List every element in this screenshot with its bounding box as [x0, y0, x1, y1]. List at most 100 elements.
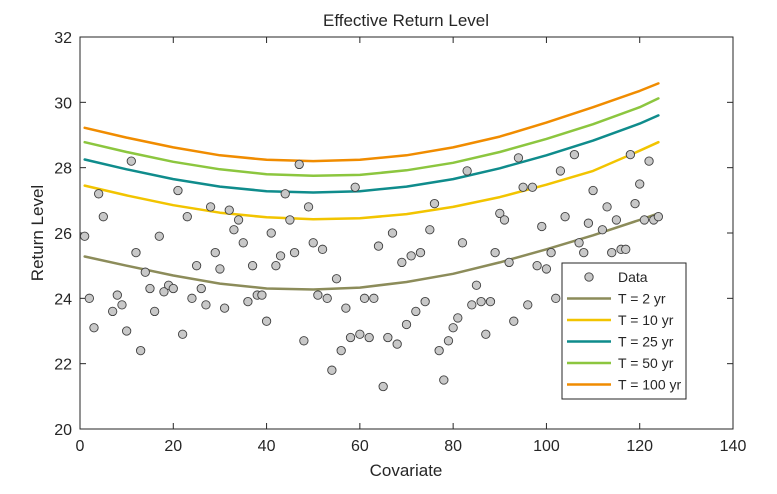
data-point: [378, 381, 388, 392]
data-point: [135, 345, 146, 356]
data-point: [555, 166, 566, 176]
data-point: [355, 329, 365, 339]
data-point: [327, 365, 337, 375]
x-tick-label: 120: [626, 438, 653, 455]
data-point: [583, 218, 594, 228]
data-point: [196, 283, 206, 294]
data-point: [308, 238, 318, 248]
series-line-t-2-yr: [83, 212, 660, 291]
data-point: [84, 293, 94, 303]
data-point: [149, 306, 160, 317]
data-point: [205, 202, 216, 212]
data-point: [569, 149, 580, 160]
x-axis-label: Covariate: [370, 461, 443, 480]
data-point: [639, 215, 650, 225]
legend-label: T = 100 yr: [618, 377, 682, 393]
data-point: [537, 221, 547, 232]
data-point: [117, 300, 127, 310]
data-point: [89, 323, 99, 333]
data-point: [560, 212, 570, 222]
data-point: [630, 198, 640, 209]
data-point: [126, 156, 136, 166]
x-tick-label: 100: [533, 438, 560, 455]
legend-label: Data: [618, 269, 648, 285]
data-point: [602, 202, 612, 212]
data-point: [467, 300, 477, 310]
series-line-t-50-yr: [83, 97, 660, 178]
x-tick-label: 0: [76, 438, 85, 455]
data-point: [532, 261, 542, 271]
data-point: [266, 228, 276, 238]
data-point: [201, 300, 211, 310]
legend-label: T = 2 yr: [618, 291, 666, 307]
data-point: [345, 332, 356, 343]
y-tick-label: 32: [54, 30, 72, 47]
legend-marker-data: [584, 272, 594, 282]
legend-label: T = 50 yr: [618, 355, 674, 371]
data-point: [154, 231, 164, 241]
data-point: [462, 166, 472, 176]
data-point: [303, 202, 314, 212]
data-point: [635, 179, 645, 189]
series-line-t-25-yr: [83, 114, 660, 194]
data-point: [644, 156, 654, 166]
x-tick-label: 80: [444, 438, 462, 455]
data-point: [257, 290, 267, 300]
data-point: [429, 198, 440, 209]
data-point: [322, 293, 332, 303]
series-line-t-100-yr: [83, 82, 660, 163]
data-point: [233, 215, 244, 225]
legend: Data T = 2 yr T = 10 yr T = 25 yr T = 50 yr T…: [561, 262, 687, 400]
data-point: [271, 261, 281, 271]
data-point: [551, 293, 561, 303]
data-point: [509, 316, 519, 326]
y-tick-label: 26: [54, 226, 72, 243]
y-tick-label: 24: [54, 291, 72, 308]
x-tick-label: 40: [258, 438, 276, 455]
data-point: [294, 159, 304, 170]
data-point: [546, 247, 556, 258]
data-point: [588, 185, 598, 196]
data-point: [131, 247, 141, 258]
data-point: [415, 247, 426, 258]
y-axis-label: Return Level: [28, 185, 47, 281]
y-tick-label: 28: [54, 161, 72, 178]
data-point: [453, 313, 463, 323]
data-point: [98, 212, 108, 222]
data-point: [243, 296, 253, 307]
data-point: [406, 251, 416, 261]
x-axis-ticks: 0 20 40 60 80 100 120 140: [76, 37, 747, 455]
data-point: [495, 208, 505, 219]
data-point: [182, 212, 192, 222]
scatter-points: [80, 149, 664, 392]
data-point: [387, 228, 398, 238]
data-point: [518, 182, 528, 192]
y-tick-label: 22: [54, 357, 72, 374]
data-point: [513, 153, 524, 163]
x-tick-label: 140: [720, 438, 747, 455]
data-point: [373, 241, 384, 251]
data-point: [625, 149, 636, 160]
data-point: [504, 257, 514, 268]
data-point: [448, 323, 458, 333]
data-point: [187, 293, 197, 303]
data-point: [621, 244, 631, 254]
data-point: [364, 332, 374, 343]
data-point: [173, 185, 183, 196]
data-point: [289, 247, 300, 258]
data-point: [350, 182, 360, 192]
data-point: [476, 296, 486, 307]
data-point: [527, 182, 538, 192]
legend-label: T = 25 yr: [618, 334, 674, 350]
data-point: [140, 267, 150, 277]
data-point: [275, 251, 286, 261]
legend-box: [561, 262, 687, 400]
data-point: [285, 215, 295, 225]
data-point: [145, 283, 155, 294]
data-point: [317, 244, 328, 254]
data-point: [420, 296, 430, 307]
data-point: [481, 329, 491, 339]
data-point: [439, 375, 449, 385]
data-point: [224, 205, 234, 215]
